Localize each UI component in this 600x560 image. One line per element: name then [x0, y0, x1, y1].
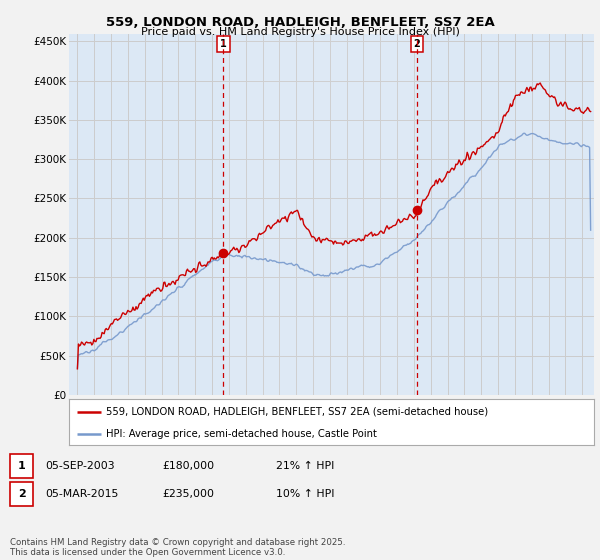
Text: 05-MAR-2015: 05-MAR-2015 — [45, 489, 118, 499]
Text: 1: 1 — [220, 39, 227, 49]
Text: Price paid vs. HM Land Registry's House Price Index (HPI): Price paid vs. HM Land Registry's House … — [140, 27, 460, 37]
Text: 05-SEP-2003: 05-SEP-2003 — [45, 461, 115, 471]
Text: 559, LONDON ROAD, HADLEIGH, BENFLEET, SS7 2EA (semi-detached house): 559, LONDON ROAD, HADLEIGH, BENFLEET, SS… — [106, 407, 488, 417]
Text: 21% ↑ HPI: 21% ↑ HPI — [276, 461, 334, 471]
Text: HPI: Average price, semi-detached house, Castle Point: HPI: Average price, semi-detached house,… — [106, 428, 377, 438]
Bar — [223, 34, 417, 395]
Text: £235,000: £235,000 — [162, 489, 214, 499]
Text: 559, LONDON ROAD, HADLEIGH, BENFLEET, SS7 2EA: 559, LONDON ROAD, HADLEIGH, BENFLEET, SS… — [106, 16, 494, 29]
Text: Contains HM Land Registry data © Crown copyright and database right 2025.
This d: Contains HM Land Registry data © Crown c… — [10, 538, 346, 557]
Text: 2: 2 — [413, 39, 420, 49]
Text: 2: 2 — [18, 489, 25, 499]
Text: 1: 1 — [18, 461, 25, 471]
Text: 10% ↑ HPI: 10% ↑ HPI — [276, 489, 335, 499]
Text: £180,000: £180,000 — [162, 461, 214, 471]
